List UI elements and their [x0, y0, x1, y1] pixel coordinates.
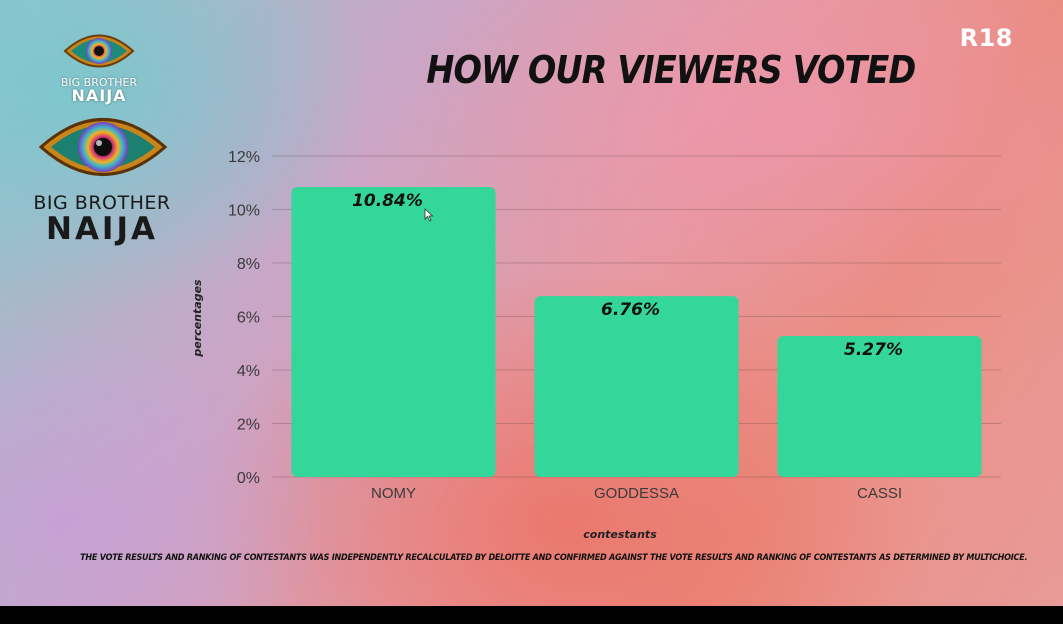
- y-tick-label: 12%: [228, 149, 260, 166]
- y-tick-label: 4%: [237, 363, 260, 380]
- disclaimer-text: THE VOTE RESULTS AND RANKING OF CONTESTA…: [80, 553, 1028, 563]
- small-logo-text: BIG BROTHER NAIJA: [56, 77, 142, 104]
- bar: [777, 336, 982, 477]
- large-logo-line2: NAIJA: [46, 211, 158, 247]
- x-tick-label: CASSI: [857, 485, 902, 502]
- video-frame: BIG BROTHER NAIJA BIG BROTHER NAIJA R18 …: [0, 0, 1063, 606]
- large-logo-line1: BIG BROTHER: [33, 192, 171, 214]
- small-logo-line2: NAIJA: [71, 86, 127, 105]
- x-axis-title: contestants: [583, 528, 657, 541]
- x-tick-label: GODDESSA: [594, 485, 679, 502]
- bar-value-label: 6.76%: [601, 300, 660, 320]
- eye-logo-icon: [63, 34, 135, 68]
- chart-bars: [291, 187, 982, 477]
- y-axis-ticks: 0% 2% 4% 6% 8% 10% 12%: [228, 149, 260, 487]
- y-tick-label: 0%: [237, 470, 260, 487]
- bar-value-labels: 10.84% 6.76% 5.27%: [352, 191, 903, 360]
- bar-value-label: 10.84%: [352, 191, 423, 211]
- bottom-black-bar: [0, 606, 1063, 624]
- x-axis-ticks: NOMY GODDESSA CASSI: [371, 485, 902, 502]
- x-tick-label: NOMY: [371, 485, 416, 502]
- bar: [291, 187, 496, 477]
- y-tick-label: 2%: [237, 417, 260, 434]
- small-logo-line1: BIG BROTHER: [60, 76, 138, 89]
- eye-logo-icon: [38, 118, 168, 176]
- large-logo-text: BIG BROTHER NAIJA: [22, 194, 182, 245]
- y-tick-label: 6%: [237, 310, 260, 327]
- mouse-cursor-icon: [424, 208, 434, 222]
- age-rating-badge: R18: [959, 24, 1013, 52]
- bar-chart: 0% 2% 4% 6% 8% 10% 12% NOMY GODDESSA CASSI 10.84…: [191, 149, 1001, 541]
- bar: [534, 296, 739, 477]
- y-tick-label: 8%: [237, 256, 260, 273]
- y-axis-title: percentages: [191, 279, 204, 358]
- y-tick-label: 10%: [228, 203, 260, 220]
- bar-value-label: 5.27%: [844, 340, 903, 360]
